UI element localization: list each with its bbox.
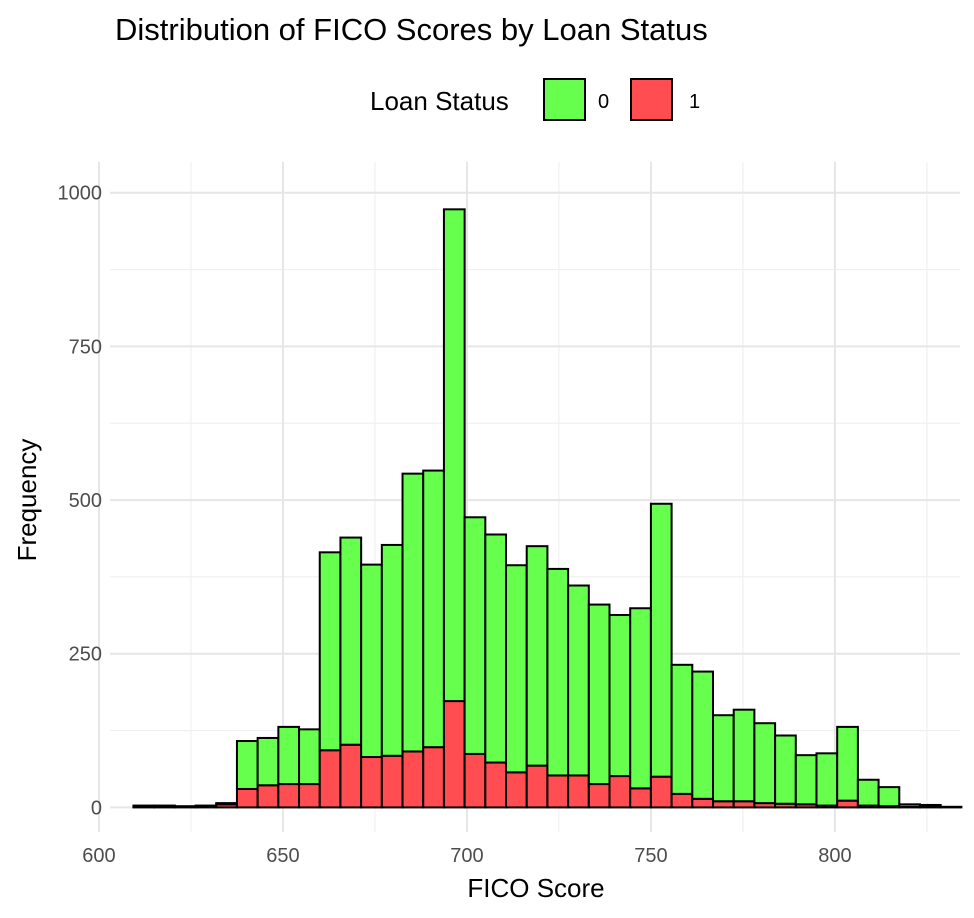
bar-status-0 — [815, 752, 839, 807]
bar-status-1 — [360, 756, 383, 809]
bar-status-0 — [339, 536, 363, 746]
legend-swatch-1 — [630, 78, 673, 121]
y-tick-label: 250 — [69, 644, 102, 666]
bar-status-1 — [629, 787, 652, 809]
bar-status-1 — [339, 743, 363, 809]
bar-status-0 — [587, 603, 611, 786]
legend-title: Loan Status — [370, 86, 509, 116]
bar-status-0 — [484, 533, 508, 764]
bar-status-0 — [856, 778, 880, 807]
bar-status-0 — [753, 722, 777, 805]
bar-status-1 — [422, 746, 445, 809]
bar-status-1 — [442, 700, 466, 809]
bar-status-0 — [298, 728, 321, 786]
legend: Loan Status 0 1 — [370, 78, 700, 121]
bar-status-1 — [484, 761, 508, 809]
bar-status-0 — [774, 734, 797, 805]
bar-status-1 — [836, 799, 859, 809]
bar-status-1 — [608, 775, 632, 809]
x-tick-label: 700 — [450, 845, 483, 867]
chart-title: Distribution of FICO Scores by Loan Stat… — [115, 12, 708, 47]
bar-status-1 — [525, 764, 549, 809]
bar-status-1 — [277, 783, 301, 809]
bar-status-0 — [173, 805, 197, 808]
bars — [132, 208, 963, 809]
bar-status-0 — [215, 802, 238, 806]
bar-status-0 — [380, 543, 404, 757]
bar-status-1 — [546, 774, 570, 809]
x-tick-label: 750 — [634, 845, 667, 867]
bar-status-0 — [608, 614, 632, 778]
y-tick-label: 0 — [91, 797, 102, 819]
y-tick-label: 1000 — [58, 183, 103, 205]
bar-status-0 — [505, 564, 528, 774]
bar-status-1 — [505, 771, 528, 809]
bar-status-0 — [567, 584, 590, 777]
bar-status-0 — [360, 563, 383, 759]
bar-status-1 — [463, 752, 487, 809]
bar-status-0 — [153, 804, 176, 808]
bar-status-0 — [463, 516, 487, 755]
bar-status-0 — [836, 725, 859, 802]
bar-status-1 — [298, 783, 321, 809]
x-tick-label: 800 — [818, 845, 851, 867]
bar-status-0 — [691, 670, 715, 800]
x-tick-labels: 600 650 700 750 800 — [82, 845, 851, 867]
bar-status-0 — [898, 803, 921, 808]
legend-swatch-0 — [543, 78, 586, 121]
bar-status-1 — [256, 784, 280, 809]
bar-status-0 — [132, 804, 156, 808]
bar-status-0 — [194, 804, 218, 808]
bar-status-1 — [649, 775, 673, 809]
bar-status-1 — [670, 792, 694, 809]
bar-status-0 — [629, 607, 652, 790]
y-tick-label: 750 — [69, 336, 102, 358]
bar-status-0 — [401, 472, 425, 753]
x-tick-label: 650 — [266, 845, 299, 867]
x-tick-label: 600 — [82, 845, 115, 867]
legend-label-0: 0 — [598, 91, 609, 113]
bar-status-0 — [277, 725, 301, 786]
bar-status-1 — [318, 749, 342, 809]
bar-status-0 — [670, 663, 694, 795]
bar-status-0 — [918, 803, 942, 808]
bar-status-1 — [401, 750, 425, 809]
y-tick-label: 500 — [69, 490, 102, 512]
bar-status-0 — [442, 208, 466, 703]
y-tick-labels: 0 250 500 750 1000 — [58, 183, 103, 820]
bar-status-0 — [235, 740, 259, 790]
bar-status-1 — [235, 787, 259, 809]
bar-status-1 — [691, 797, 715, 809]
bar-status-0 — [877, 786, 901, 808]
x-axis-title: FICO Score — [467, 873, 604, 903]
legend-label-1: 1 — [689, 91, 700, 113]
bar-status-0 — [546, 567, 570, 777]
bar-status-0 — [525, 545, 549, 767]
bar-status-0 — [712, 714, 735, 803]
bar-status-0 — [794, 754, 818, 806]
bar-status-1 — [567, 774, 590, 809]
bar-status-0 — [422, 469, 445, 749]
bar-status-0 — [732, 708, 756, 803]
bar-status-0 — [939, 805, 963, 809]
bar-status-1 — [587, 783, 611, 809]
bar-status-1 — [380, 754, 404, 809]
bar-status-0 — [318, 551, 342, 752]
bar-status-0 — [256, 736, 280, 787]
bar-status-0 — [649, 502, 673, 778]
y-axis-title: Frequency — [12, 439, 42, 562]
